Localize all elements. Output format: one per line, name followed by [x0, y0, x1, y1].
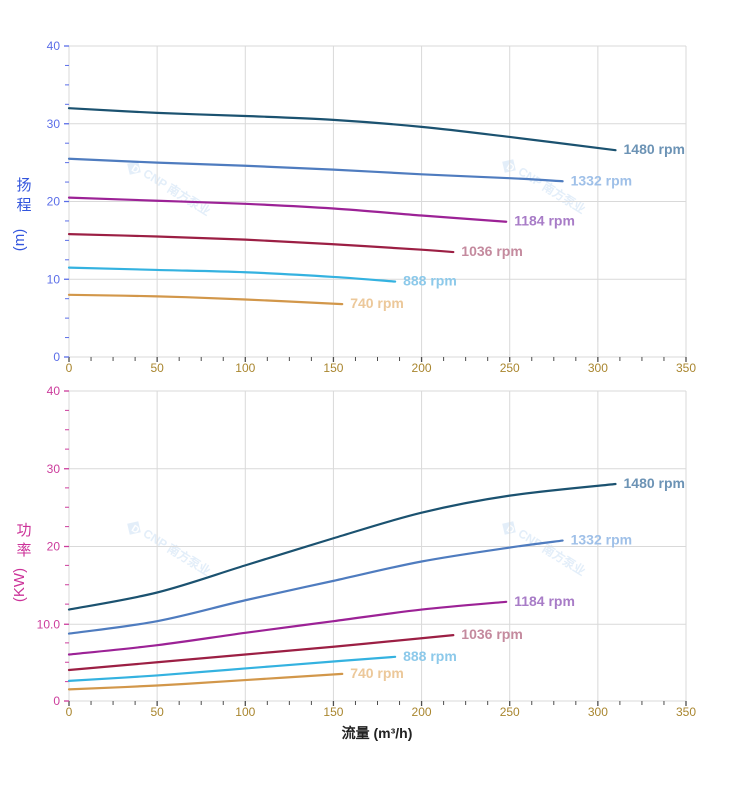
svg-text:250: 250 [500, 705, 520, 719]
svg-text:1184 rpm: 1184 rpm [514, 593, 575, 609]
svg-text:1036 rpm: 1036 rpm [461, 626, 522, 642]
svg-text:150: 150 [323, 705, 343, 719]
svg-text:0: 0 [66, 361, 73, 375]
svg-text:100: 100 [235, 705, 255, 719]
svg-text:20: 20 [47, 540, 61, 554]
svg-text:30: 30 [47, 117, 61, 131]
svg-text:率: 率 [16, 542, 31, 559]
svg-text:740 rpm: 740 rpm [350, 665, 404, 681]
svg-text:1480 rpm: 1480 rpm [624, 141, 685, 157]
svg-text:(KW): (KW) [11, 568, 28, 602]
svg-text:350: 350 [676, 361, 696, 375]
svg-text:888 rpm: 888 rpm [403, 648, 457, 664]
svg-text:300: 300 [588, 361, 608, 375]
svg-text:740 rpm: 740 rpm [350, 295, 404, 311]
svg-text:10: 10 [47, 272, 61, 286]
svg-text:(m): (m) [11, 229, 28, 252]
svg-text:0: 0 [53, 694, 60, 708]
svg-text:0: 0 [66, 705, 73, 719]
svg-text:1184 rpm: 1184 rpm [514, 213, 575, 229]
svg-text:200: 200 [412, 705, 432, 719]
svg-text:50: 50 [150, 705, 164, 719]
svg-text:200: 200 [412, 361, 432, 375]
svg-text:250: 250 [500, 361, 520, 375]
svg-text:20: 20 [47, 195, 61, 209]
svg-text:40: 40 [47, 39, 61, 53]
svg-text:350: 350 [676, 705, 696, 719]
svg-text:100: 100 [235, 361, 255, 375]
svg-text:1332 rpm: 1332 rpm [571, 532, 632, 548]
svg-text:1036 rpm: 1036 rpm [461, 243, 522, 259]
svg-text:功: 功 [16, 522, 31, 539]
svg-text:流量 (m³/h): 流量 (m³/h) [342, 725, 413, 741]
svg-text:40: 40 [47, 384, 61, 398]
svg-text:150: 150 [323, 361, 343, 375]
svg-text:1480 rpm: 1480 rpm [624, 475, 685, 491]
svg-text:程: 程 [16, 197, 31, 214]
svg-text:10.0: 10.0 [37, 617, 61, 631]
svg-text:30: 30 [47, 462, 61, 476]
svg-text:1332 rpm: 1332 rpm [571, 172, 632, 188]
svg-text:50: 50 [150, 361, 164, 375]
svg-text:888 rpm: 888 rpm [403, 273, 457, 289]
svg-text:0: 0 [53, 350, 60, 364]
svg-text:扬: 扬 [16, 177, 31, 194]
svg-text:300: 300 [588, 705, 608, 719]
